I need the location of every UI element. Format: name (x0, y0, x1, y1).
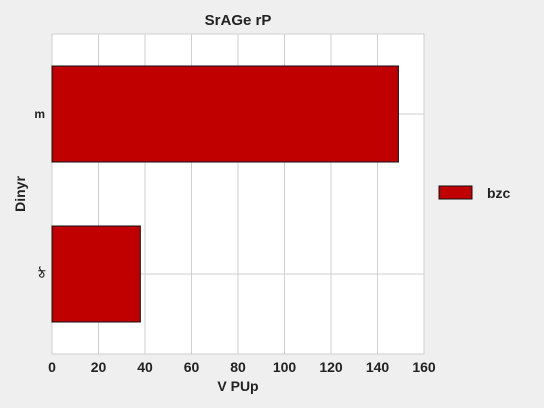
chart-title: SrAGe rP (205, 12, 272, 29)
x-tick-label: 40 (137, 359, 153, 375)
x-tick-label: 120 (319, 359, 343, 375)
y-axis-label: Dinyr (12, 176, 28, 212)
x-tick-label: 0 (48, 359, 56, 375)
y-tick-label: m (34, 107, 45, 121)
legend: bzc (438, 185, 511, 201)
legend-label: bzc (487, 185, 511, 201)
y-tick-labels: mঠ (34, 107, 45, 281)
x-tick-label: 60 (184, 359, 200, 375)
x-tick-label: 140 (366, 359, 390, 375)
y-tick-label: ঠ (38, 266, 46, 281)
x-tick-label: 160 (412, 359, 436, 375)
bar (51, 225, 141, 323)
x-axis-label: V PUp (217, 378, 258, 394)
x-tick-label: 20 (91, 359, 107, 375)
bars (51, 65, 399, 323)
x-tick-label: 100 (273, 359, 297, 375)
bar (51, 65, 399, 163)
x-tick-labels: 0 20 40 60 80 100 120 140 160 (48, 359, 436, 375)
x-tick-label: 80 (230, 359, 246, 375)
legend-swatch (438, 185, 473, 200)
